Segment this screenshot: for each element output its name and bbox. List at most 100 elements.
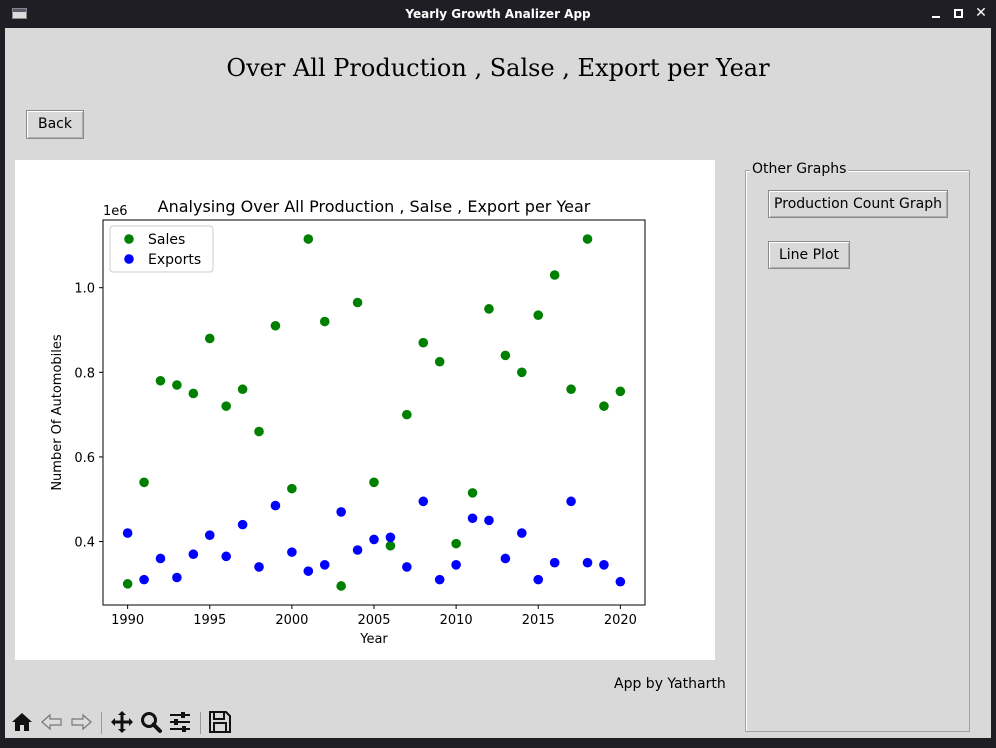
exports-point — [582, 557, 593, 568]
legend-box — [109, 225, 214, 273]
exports-point — [402, 562, 412, 572]
sales-point — [582, 234, 593, 244]
sales-point — [352, 297, 363, 308]
y-offset-label: 1e6 — [103, 204, 128, 219]
x-tick-label: 1990 — [111, 613, 144, 628]
sales-point — [172, 380, 182, 390]
legend-marker-exports — [124, 254, 134, 264]
exports-point — [139, 574, 149, 585]
sales-point — [517, 367, 527, 378]
sales-point — [418, 337, 429, 348]
window-bottom-border — [0, 738, 996, 748]
exports-point — [615, 576, 626, 587]
exports-point — [418, 496, 429, 507]
exports-point — [549, 557, 560, 568]
pan-icon[interactable] — [109, 709, 135, 735]
sales-point — [484, 304, 494, 314]
exports-point — [204, 530, 215, 540]
sales-point — [237, 384, 248, 395]
window-right-border — [991, 28, 996, 738]
y-tick-label: 0.4 — [74, 536, 95, 551]
window-title: Yearly Growth Analizer App — [405, 7, 591, 21]
exports-point — [319, 560, 330, 570]
sales-point — [254, 426, 264, 437]
minimize-icon[interactable] — [929, 6, 943, 20]
window-titlebar: Yearly Growth Analizer App ✕ — [0, 0, 996, 28]
forward-arrow-icon[interactable] — [68, 709, 94, 735]
maximize-icon[interactable] — [951, 6, 965, 20]
sales-point — [500, 350, 511, 361]
sales-point — [155, 375, 166, 386]
exports-point — [500, 553, 511, 564]
legend-marker-sales — [124, 234, 134, 244]
toolbar-separator — [200, 712, 201, 734]
home-icon[interactable] — [9, 709, 35, 735]
exports-point — [599, 560, 609, 570]
line-plot-button[interactable]: Line Plot — [768, 241, 850, 269]
exports-point — [254, 562, 264, 572]
other-graphs-label: Other Graphs — [750, 161, 849, 177]
exports-point — [221, 551, 231, 562]
exports-point — [484, 515, 494, 526]
legend-label-exports: Exports — [148, 252, 201, 268]
production-count-graph-button[interactable]: Production Count Graph — [768, 190, 948, 218]
exports-point — [517, 528, 527, 538]
x-tick-label: 2015 — [522, 613, 555, 628]
credit-text: App by Yatharth — [614, 676, 726, 692]
x-tick-label: 2010 — [440, 613, 473, 628]
sales-point — [549, 270, 560, 280]
exports-point — [237, 519, 248, 530]
y-tick-label: 0.8 — [74, 366, 95, 381]
x-tick-label: 1995 — [193, 613, 226, 628]
plot-frame — [102, 219, 646, 606]
exports-point — [287, 547, 297, 557]
exports-point — [451, 560, 461, 570]
back-button[interactable]: Back — [26, 110, 84, 139]
sales-point — [451, 538, 461, 549]
legend-label-sales: Sales — [148, 232, 185, 248]
configure-subplots-icon[interactable] — [167, 709, 193, 735]
sales-point — [139, 477, 149, 488]
x-tick-label: 2005 — [357, 613, 390, 628]
sales-point — [122, 579, 133, 589]
sales-point — [188, 388, 199, 399]
chart-title: Analysing Over All Production , Salse , … — [158, 197, 591, 216]
sales-point — [402, 409, 412, 420]
sales-point — [336, 581, 346, 591]
y-tick-label: 0.6 — [74, 451, 95, 466]
sales-point — [221, 401, 231, 411]
sales-point — [369, 477, 379, 488]
y-tick-label: 1.0 — [74, 282, 95, 297]
toolbar-separator — [101, 712, 102, 734]
app-client-area: Over All Production , Salse , Export per… — [5, 28, 991, 738]
exports-point — [385, 532, 396, 543]
sales-point — [615, 386, 626, 397]
exports-point — [352, 545, 363, 555]
page-heading: Over All Production , Salse , Export per… — [226, 54, 770, 82]
exports-point — [155, 553, 166, 564]
exports-point — [270, 500, 281, 511]
exports-point — [336, 507, 346, 517]
close-icon[interactable]: ✕ — [975, 5, 987, 21]
back-arrow-icon[interactable] — [39, 709, 65, 735]
sales-point — [287, 483, 297, 494]
scatter-chart: Analysing Over All Production , Salse , … — [50, 197, 646, 647]
exports-point — [467, 513, 478, 524]
y-axis-label: Number Of Automobiles — [50, 334, 65, 491]
exports-point — [188, 549, 199, 560]
exports-point — [369, 534, 379, 545]
sales-point — [319, 316, 330, 327]
x-tick-label: 2020 — [604, 613, 637, 628]
exports-point — [122, 528, 133, 538]
sales-point — [385, 540, 396, 551]
save-icon[interactable] — [207, 709, 233, 735]
window-left-border — [0, 28, 5, 738]
exports-point — [434, 574, 445, 585]
x-tick-label: 2000 — [275, 613, 308, 628]
zoom-icon[interactable] — [138, 709, 164, 735]
exports-point — [533, 574, 544, 585]
sales-point — [566, 384, 576, 395]
sales-point — [599, 401, 609, 411]
x-axis-label: Year — [359, 632, 388, 647]
app-window-icon — [12, 8, 27, 19]
